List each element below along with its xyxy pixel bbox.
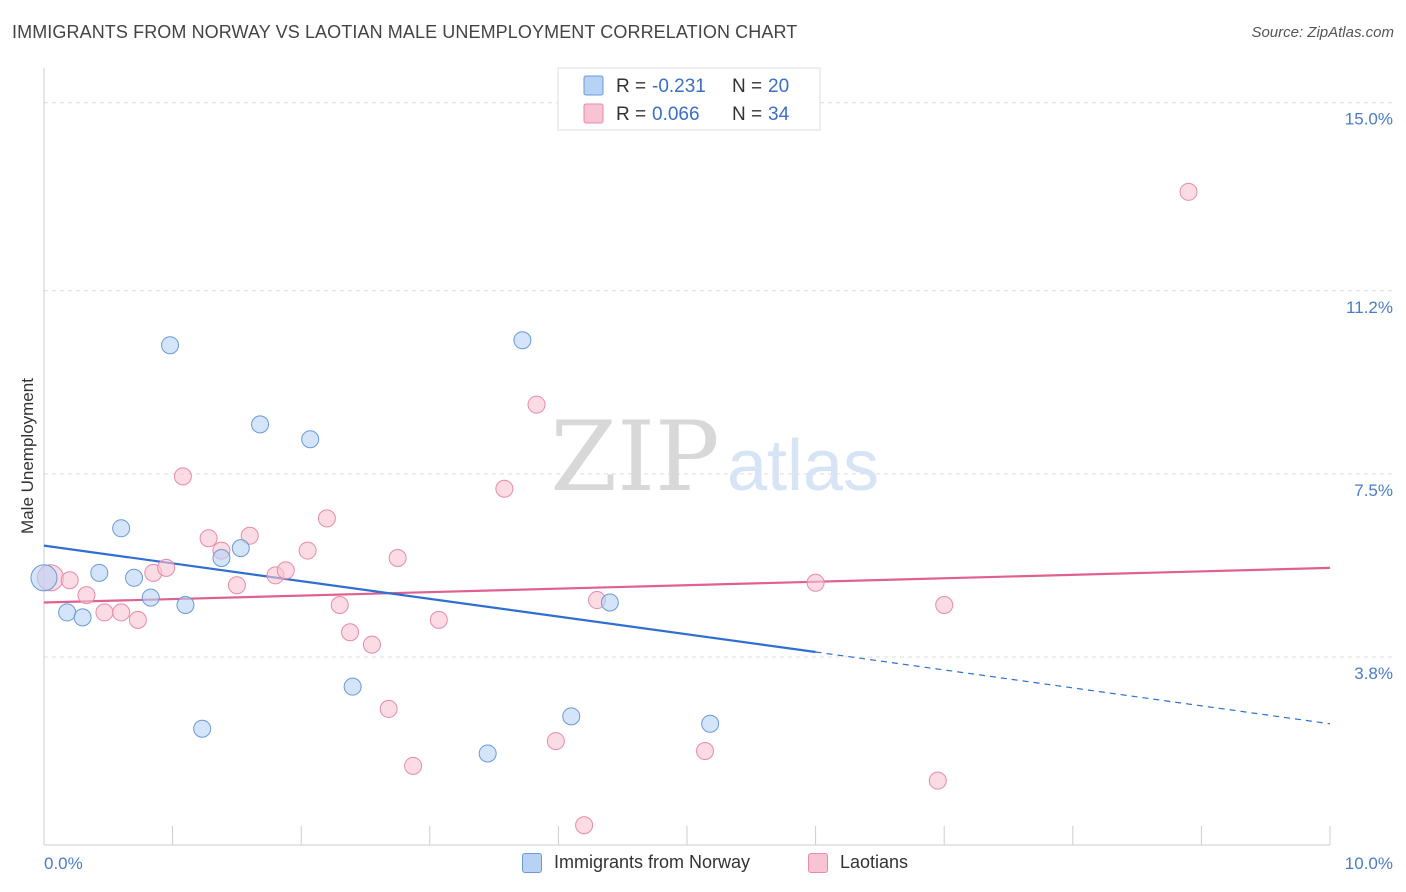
laotians-point-15 bbox=[298, 541, 317, 560]
laotians-point-2 bbox=[77, 586, 96, 605]
laotians-point-33 bbox=[1179, 182, 1198, 201]
laotians-point-31 bbox=[928, 771, 947, 790]
laotians-point-4 bbox=[112, 603, 131, 622]
legend-n-label-2: N = bbox=[732, 104, 762, 125]
laotians-point-9 bbox=[199, 529, 218, 548]
norway-point-14 bbox=[343, 677, 362, 696]
bottom-legend-swatch-norway bbox=[522, 852, 542, 873]
chart-title: IMMIGRANTS FROM NORWAY VS LAOTIAN MALE U… bbox=[12, 22, 798, 42]
bottom-legend-label-laotians: Laotians bbox=[840, 852, 909, 872]
chart-source: Source: ZipAtlas.com bbox=[1251, 24, 1394, 41]
gridlines bbox=[44, 102, 1392, 658]
laotians-point-18 bbox=[341, 623, 360, 642]
trend-lines bbox=[43, 544, 1331, 725]
y-tick-label-0: 3.8% bbox=[1354, 664, 1393, 683]
y-tick-label-1: 7.5% bbox=[1354, 481, 1393, 500]
laotians-point-20 bbox=[379, 699, 398, 718]
laotians-point-14 bbox=[276, 561, 295, 580]
legend-r-label-1: R = bbox=[616, 76, 646, 97]
norway-point-10 bbox=[212, 548, 231, 567]
norway-point-19 bbox=[701, 714, 720, 733]
norway-point-2 bbox=[73, 608, 92, 627]
legend-r-value-1: -0.231 bbox=[652, 76, 706, 97]
y-tick-label-2: 11.2% bbox=[1346, 298, 1393, 317]
laotians-point-27 bbox=[575, 816, 594, 835]
norway-point-1 bbox=[58, 603, 77, 622]
norway-point-6 bbox=[141, 588, 160, 607]
legend-n-value-2: 34 bbox=[768, 104, 790, 125]
bottom-legend: Immigrants from Norway Laotians bbox=[0, 852, 1406, 878]
data-points bbox=[30, 182, 1198, 835]
norway-point-12 bbox=[251, 415, 270, 434]
trend-line-laotians bbox=[43, 566, 1331, 604]
laotians-point-22 bbox=[404, 756, 423, 775]
watermark-zip: ZIP bbox=[550, 401, 719, 513]
y-tick-label-3: 15.0% bbox=[1345, 110, 1393, 129]
norway-point-7 bbox=[161, 336, 180, 355]
bottom-legend-item-laotians: Laotians bbox=[808, 852, 908, 873]
bottom-legend-swatch-laotians bbox=[808, 852, 828, 873]
watermark: ZIP atlas bbox=[550, 401, 879, 513]
legend-n-label-1: N = bbox=[732, 76, 762, 97]
laotians-point-32 bbox=[935, 596, 954, 615]
bottom-legend-label-norway: Immigrants from Norway bbox=[554, 852, 751, 872]
norway-point-16 bbox=[513, 331, 532, 350]
norway-point-18 bbox=[600, 593, 619, 612]
norway-point-13 bbox=[301, 430, 320, 449]
laotians-point-11 bbox=[227, 576, 246, 595]
laotians-point-17 bbox=[330, 596, 349, 615]
laotians-point-5 bbox=[128, 610, 147, 629]
laotians-point-16 bbox=[317, 509, 336, 528]
legend-swatch-norway bbox=[583, 75, 604, 96]
norway-point-4 bbox=[112, 519, 131, 538]
laotians-point-21 bbox=[388, 548, 407, 567]
laotians-point-29 bbox=[696, 741, 715, 760]
norway-point-11 bbox=[231, 539, 250, 558]
norway-point-0 bbox=[30, 564, 58, 592]
legend-swatch-laotians bbox=[583, 103, 604, 124]
laotians-point-24 bbox=[495, 479, 514, 498]
laotians-point-1 bbox=[60, 571, 79, 590]
watermark-atlas: atlas bbox=[727, 426, 879, 506]
trend-line-norway-extension bbox=[815, 651, 1331, 725]
laotians-point-23 bbox=[429, 610, 448, 629]
laotians-point-12 bbox=[240, 526, 259, 545]
legend-r-label-2: R = bbox=[616, 104, 646, 125]
legend-r-value-2: 0.066 bbox=[652, 104, 700, 125]
bottom-legend-item-norway: Immigrants from Norway bbox=[522, 852, 750, 873]
x-tick-label-1: 10.0% bbox=[1345, 854, 1393, 873]
laotians-point-30 bbox=[806, 573, 825, 592]
norway-point-8 bbox=[176, 596, 195, 615]
laotians-point-19 bbox=[362, 635, 381, 654]
correlation-legend: R = -0.231 N = 20 R = 0.066 N = 34 bbox=[557, 67, 821, 131]
laotians-point-26 bbox=[546, 732, 565, 751]
norway-point-15 bbox=[478, 744, 497, 763]
norway-point-17 bbox=[562, 707, 581, 726]
laotians-point-25 bbox=[527, 395, 546, 414]
tick-labels: 3.8% 7.5% 11.2% 15.0% 0.0% 10.0% bbox=[44, 110, 1393, 873]
norway-point-3 bbox=[90, 563, 109, 582]
norway-point-9 bbox=[193, 719, 212, 738]
laotians-point-3 bbox=[95, 603, 114, 622]
norway-point-5 bbox=[125, 568, 144, 587]
legend-n-value-1: 20 bbox=[768, 76, 789, 97]
x-tick-label-0: 0.0% bbox=[44, 854, 83, 873]
laotians-point-7 bbox=[157, 558, 176, 577]
laotians-point-8 bbox=[173, 467, 192, 486]
axes bbox=[43, 68, 1331, 846]
